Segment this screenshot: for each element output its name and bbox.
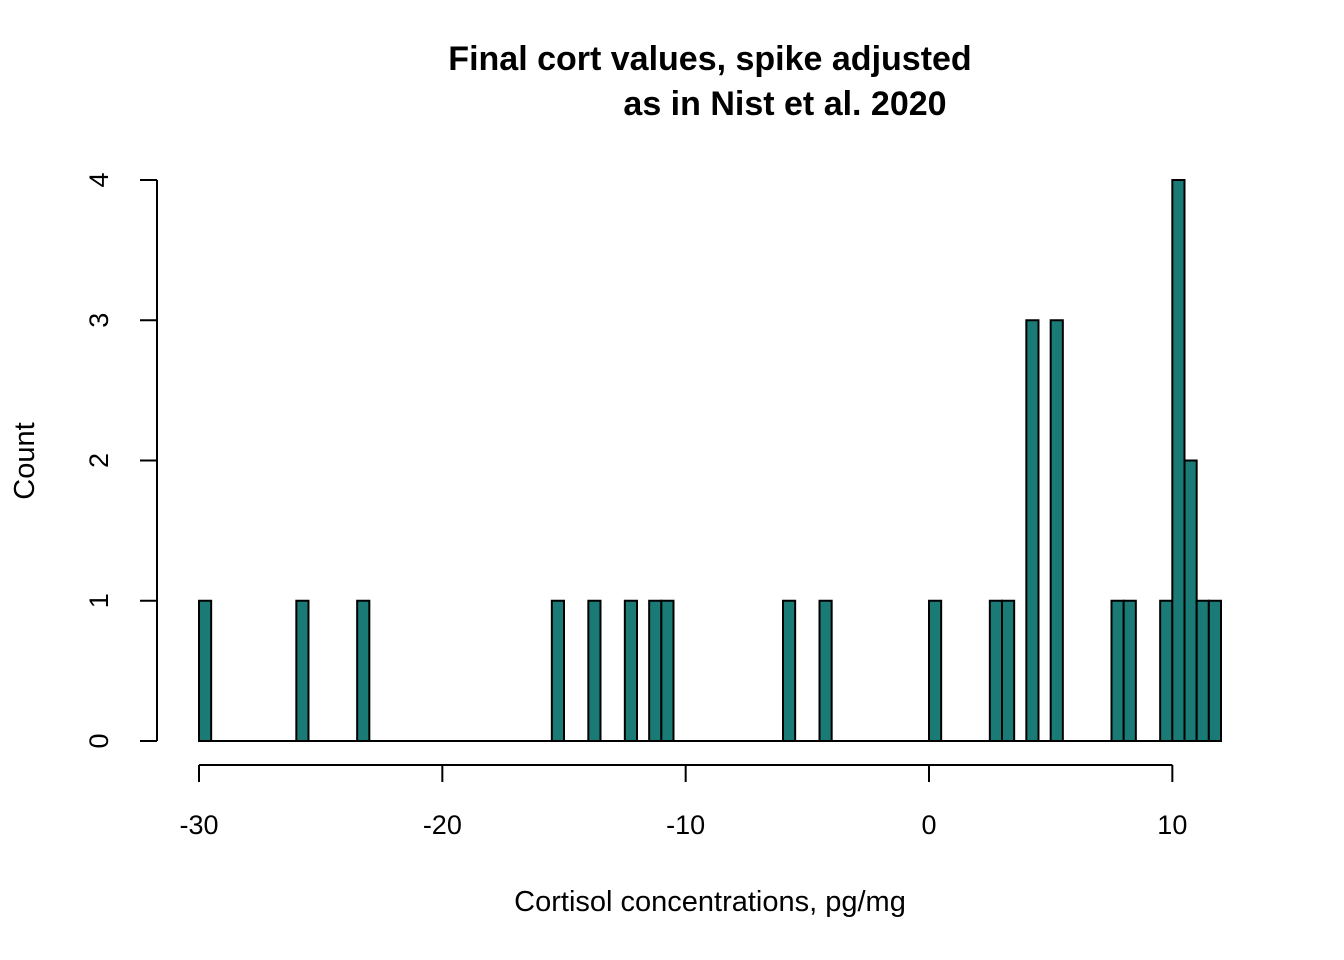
histogram-bar <box>648 599 663 742</box>
histogram-bar <box>1183 459 1198 742</box>
histogram-bar <box>928 599 943 742</box>
x-tick-label: -20 <box>423 810 462 840</box>
histogram-bar <box>198 599 213 742</box>
histogram-bar <box>587 599 602 742</box>
x-axis-label: Cortisol concentrations, pg/mg <box>514 886 906 918</box>
y-tick-label: 2 <box>84 453 114 468</box>
histogram-bar <box>1025 319 1040 742</box>
y-tick-label: 4 <box>84 172 114 187</box>
histogram-bar <box>1159 599 1174 742</box>
y-axis: 0 1 2 3 4 <box>84 172 158 749</box>
y-axis-label: Count <box>9 422 41 499</box>
chart-title-line-1: Final cort values, spike adjusted <box>448 40 971 78</box>
histogram-bars <box>198 179 1223 742</box>
x-tick-label: -10 <box>666 810 705 840</box>
histogram-bar <box>295 599 310 742</box>
histogram-bar <box>1195 599 1210 742</box>
histogram-bar <box>818 599 833 742</box>
y-tick-label: 1 <box>84 593 114 608</box>
y-tick-label: 3 <box>84 313 114 328</box>
histogram-bar <box>988 599 1003 742</box>
histogram-bar <box>1110 599 1125 742</box>
x-tick-label: -30 <box>179 810 218 840</box>
histogram-bar <box>1049 319 1064 742</box>
x-tick-label: 10 <box>1157 810 1187 840</box>
histogram-bar <box>1122 599 1137 742</box>
histogram-bar <box>550 599 565 742</box>
x-tick-label: 0 <box>921 810 936 840</box>
y-tick-label: 0 <box>84 733 114 748</box>
histogram-bar <box>1001 599 1016 742</box>
x-axis: -30 -20 -10 0 10 <box>179 764 1187 840</box>
histogram-bar <box>1207 599 1223 742</box>
histogram-bar <box>660 599 675 742</box>
chart-title-line-2: as in Nist et al. 2020 <box>623 85 946 123</box>
histogram-bar <box>356 599 371 742</box>
histogram-bar <box>782 599 797 742</box>
histogram-bar <box>1171 179 1186 742</box>
histogram-bar <box>623 599 638 742</box>
